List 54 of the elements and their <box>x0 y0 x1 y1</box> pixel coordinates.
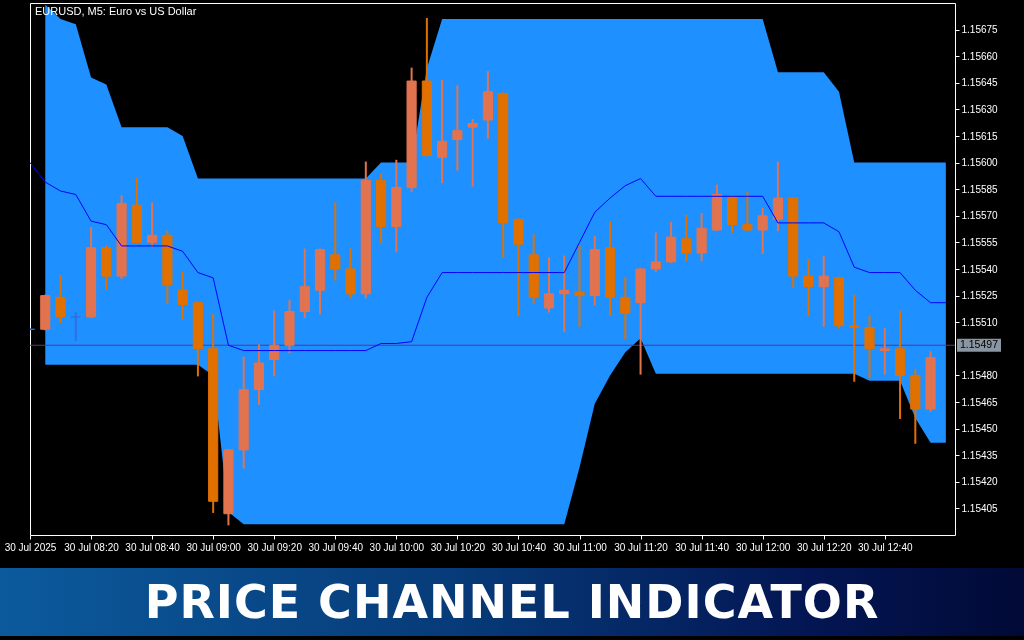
candlestick <box>910 369 921 444</box>
candlestick <box>345 248 356 299</box>
x-tick-label: 30 Jul 12:00 <box>735 541 791 553</box>
x-tick-label: 30 Jul 09:40 <box>308 541 364 553</box>
candlestick <box>803 259 814 317</box>
y-tick-label: 1.15465 <box>961 396 999 408</box>
candlestick <box>925 351 936 412</box>
x-tick-label: 30 Jul 12:20 <box>796 541 852 553</box>
candlestick <box>757 207 768 255</box>
y-tick-label: 1.15570 <box>961 210 999 222</box>
x-tick-label: 30 Jul 10:00 <box>369 541 425 553</box>
candlestick <box>238 356 249 469</box>
x-tick-label: 30 Jul 11:20 <box>614 541 669 553</box>
y-tick-label: 1.15540 <box>961 263 999 275</box>
candlestick <box>452 85 463 171</box>
x-tick-label: 30 Jul 10:40 <box>491 541 547 553</box>
text: PRICE CHANNEL INDICATOR <box>144 575 880 629</box>
candlestick <box>696 213 707 262</box>
candlestick <box>70 312 81 341</box>
x-tick-label: 30 Jul 09:00 <box>186 541 242 553</box>
y-tick-label: 1.15630 <box>961 103 999 115</box>
y-tick-label: 1.15660 <box>961 50 999 62</box>
candlestick <box>574 244 585 327</box>
ref-line-label: 1.15497 <box>960 338 999 351</box>
y-tick-label: 1.15420 <box>961 476 999 488</box>
candlestick <box>55 275 66 324</box>
y-tick-label: 1.15525 <box>961 290 999 302</box>
candlestick <box>467 119 478 187</box>
y-tick-label: 1.15405 <box>961 502 999 514</box>
y-tick-label: 1.15510 <box>961 316 999 328</box>
x-tick-label: 30 Jul 11:40 <box>675 541 730 553</box>
x-tick-label: 30 Jul 11:00 <box>553 541 608 553</box>
candlestick <box>330 202 341 281</box>
y-tick-label: 1.15480 <box>961 369 999 381</box>
x-tick-label: 30 Jul 09:20 <box>247 541 303 553</box>
candlestick <box>284 299 295 354</box>
y-tick-label: 1.15450 <box>961 423 999 435</box>
x-tick-label: 30 Jul 08:40 <box>125 541 181 553</box>
y-tick-label: 1.15555 <box>961 236 999 248</box>
y-tick-label: 1.15600 <box>961 157 999 169</box>
y-tick-label: 1.15645 <box>961 77 999 89</box>
candlestick <box>742 191 753 231</box>
y-tick-label: 1.15675 <box>961 24 999 36</box>
candlestick <box>101 244 112 290</box>
y-tick-label: 1.15435 <box>961 449 999 461</box>
candlestick <box>681 214 692 262</box>
x-tick-label: 30 Jul 12:40 <box>858 541 913 553</box>
y-tick-label: 1.15585 <box>961 183 999 195</box>
x-tick-label: 30 Jul 08:20 <box>64 541 120 553</box>
x-tick-label: 30 Jul 10:20 <box>430 541 486 553</box>
y-tick-label: 1.15615 <box>961 130 999 142</box>
candlestick <box>513 218 524 317</box>
candlestick <box>635 268 646 375</box>
x-tick-label: 30 Jul 2025 <box>4 541 57 553</box>
